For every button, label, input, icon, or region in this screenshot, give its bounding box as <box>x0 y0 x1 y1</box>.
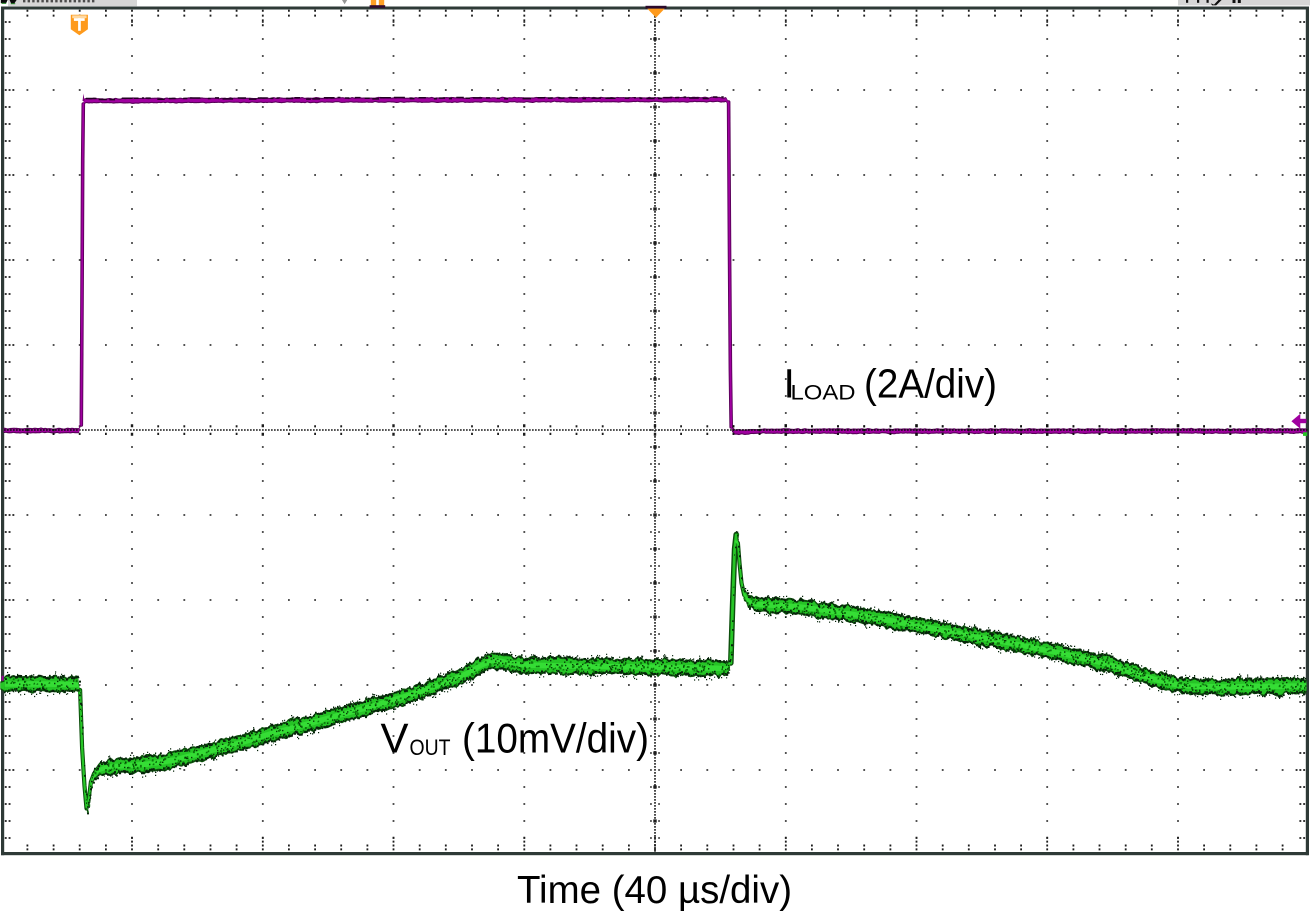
svg-text:(10mV/div): (10mV/div) <box>462 715 649 762</box>
svg-text:Time (40 µs/div): Time (40 µs/div) <box>517 869 792 912</box>
svg-text:(2A/div): (2A/div) <box>864 361 997 407</box>
svg-text:LOAD: LOAD <box>791 382 856 405</box>
svg-text:V: V <box>381 715 409 762</box>
svg-text:I: I <box>784 361 795 407</box>
svg-text:OUT: OUT <box>410 735 451 760</box>
